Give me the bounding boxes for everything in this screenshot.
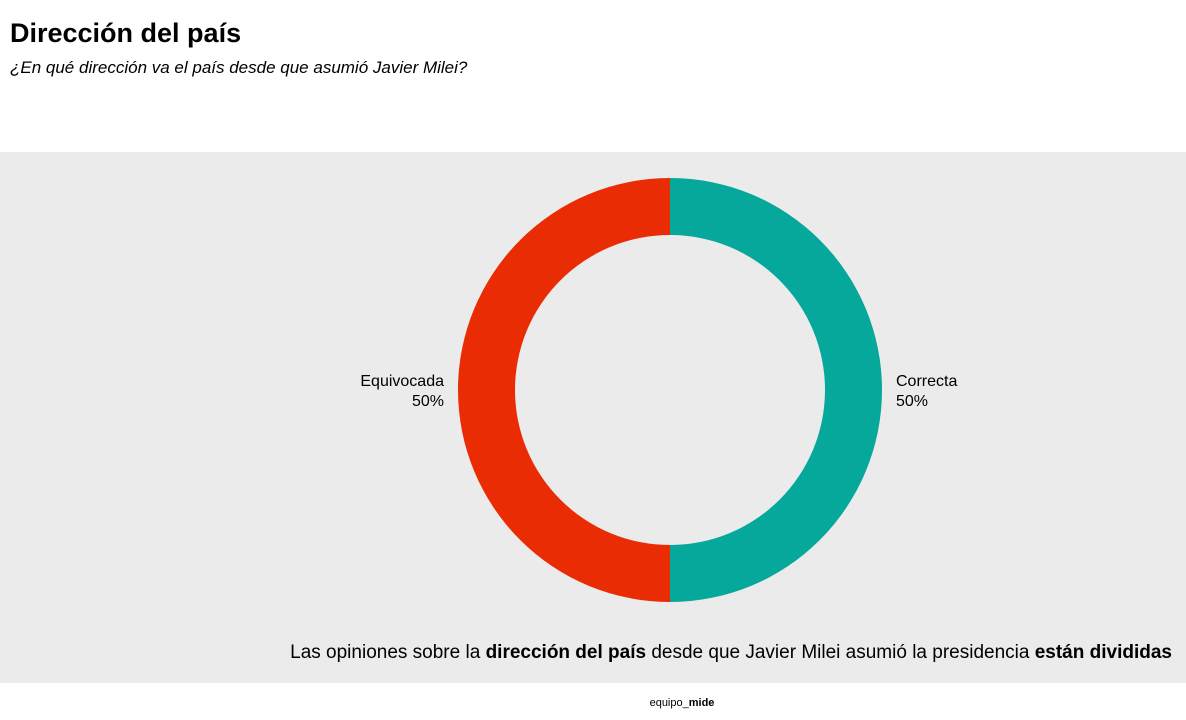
chart-title: Dirección del país (10, 18, 241, 48)
source: equipo_mide (650, 697, 715, 709)
annotation-text: Las opiniones sobre la (290, 642, 485, 663)
value-label: 50% (412, 393, 444, 410)
slice (670, 178, 882, 602)
source-text: mide (689, 697, 715, 709)
annotation-text: están divididas (1035, 642, 1172, 663)
slice-label: Correcta (896, 373, 957, 390)
annotation-text: desde que Javier Milei asumió la preside… (646, 642, 1035, 663)
chart-subtitle: ¿En qué dirección va el país desde que a… (10, 58, 468, 77)
annotation-text: dirección del país (486, 642, 647, 663)
slice-label: Equivocada (360, 373, 444, 390)
value-label: 50% (896, 393, 928, 410)
source-text: equipo_ (650, 697, 690, 709)
slice (458, 178, 670, 602)
annotation: Las opiniones sobre la dirección del paí… (290, 642, 1172, 663)
